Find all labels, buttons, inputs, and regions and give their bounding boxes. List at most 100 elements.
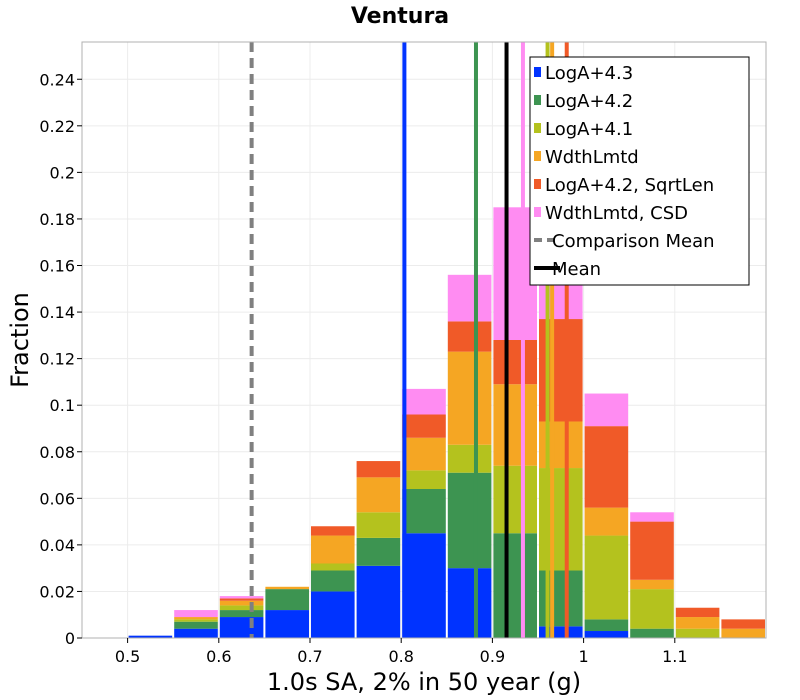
legend-label: LogA+4.2, SqrtLen	[545, 175, 714, 196]
y-tick-label: 0.04	[39, 536, 75, 555]
chart-title: Ventura	[351, 4, 449, 29]
bar-segment	[402, 470, 446, 489]
bar-segment	[356, 477, 401, 513]
y-tick-label: 0.06	[39, 489, 75, 508]
bar-segment	[174, 610, 218, 618]
bar-segment	[447, 351, 492, 445]
bar-segment	[630, 579, 674, 590]
bar-segment	[219, 600, 264, 606]
bar-segment	[447, 321, 492, 352]
bar-segment	[174, 628, 218, 638]
bar-segment	[584, 619, 629, 632]
legend-label: LogA+4.2	[545, 91, 633, 112]
legend-label: WdthLmtd, CSD	[545, 203, 688, 224]
bar-segment	[447, 444, 492, 473]
x-tick-label: 0.7	[297, 647, 322, 666]
bar-segment	[356, 512, 401, 538]
bar-segment	[493, 340, 537, 385]
legend-swatch	[534, 67, 541, 77]
legend-label: Mean	[552, 259, 601, 280]
bar-segment	[584, 631, 629, 638]
bar-segment	[584, 507, 629, 536]
bar-segment	[630, 628, 674, 638]
y-axis-ticks: 0 0.02 0.04 0.06 0.08 0.1 0.12 0.14 0.16 0.18 0.2 0…	[39, 70, 82, 648]
x-tick-label: 0.6	[206, 647, 231, 666]
bar-segment	[402, 388, 446, 415]
bar-segment	[128, 635, 173, 638]
bar-segment	[539, 421, 583, 469]
bar-segment	[447, 274, 492, 322]
bar-segment	[265, 610, 309, 638]
bar-segment	[584, 426, 629, 508]
y-tick-label: 0.12	[39, 350, 75, 369]
legend: LogA+4.3 LogA+4.2 LogA+4.1 WdthLmtd LogA+4.2…	[529, 56, 750, 286]
bar-segment	[584, 535, 629, 620]
bar-segment	[402, 414, 446, 438]
bar-segment	[356, 565, 401, 638]
bar-segment	[265, 586, 309, 590]
x-tick-label: 1	[579, 647, 589, 666]
legend-swatch	[534, 95, 541, 105]
bar-segment	[539, 319, 583, 422]
bar-segment	[721, 619, 765, 629]
legend-label: LogA+4.3	[545, 63, 633, 84]
y-tick-label: 0.18	[39, 210, 75, 229]
legend-swatch	[534, 123, 541, 133]
legend-label: LogA+4.1	[545, 119, 633, 140]
y-tick-label: 0.02	[39, 582, 75, 601]
bar-segment	[493, 533, 537, 638]
bar-segment	[174, 621, 218, 629]
x-tick-label: 1.1	[662, 647, 687, 666]
bar-segment	[630, 589, 674, 629]
y-tick-label: 0.2	[50, 163, 75, 182]
legend-swatch	[534, 151, 541, 161]
bar-segment	[174, 619, 218, 622]
y-tick-label: 0.08	[39, 443, 75, 462]
y-axis-label: Fraction	[6, 292, 34, 388]
bar-segment	[402, 533, 446, 638]
y-tick-label: 0.22	[39, 117, 75, 136]
x-axis-label: 1.0s SA, 2% in 50 year (g)	[267, 668, 581, 696]
bar-segment	[675, 607, 720, 618]
bar-segment	[219, 605, 264, 611]
bar-segment	[539, 570, 583, 627]
bar-segment	[539, 626, 583, 638]
bar-segment	[174, 617, 218, 620]
bar-segment	[219, 596, 264, 599]
legend-box	[529, 56, 750, 286]
bar-segment	[447, 472, 492, 569]
bar-segment	[402, 489, 446, 534]
bar-segment	[219, 617, 264, 638]
bar-segment	[675, 617, 720, 629]
bar-segment	[219, 610, 264, 618]
y-tick-label: 0	[65, 629, 75, 648]
bar-segment	[630, 521, 674, 580]
bar-segment	[675, 628, 720, 638]
x-axis-ticks: 0.5 0.6 0.7 0.8 0.9 1 1.1	[115, 638, 688, 666]
bar-segment	[584, 393, 629, 427]
bar-segment	[311, 535, 355, 564]
bar-segment	[402, 437, 446, 471]
bar-segment	[630, 512, 674, 522]
bar-segment	[311, 570, 355, 592]
y-tick-label: 0.1	[50, 396, 75, 415]
x-tick-label: 0.5	[115, 647, 140, 666]
x-tick-label: 0.9	[480, 647, 505, 666]
bar-segment	[493, 465, 537, 534]
x-tick-label: 0.8	[388, 647, 413, 666]
bar-segment	[539, 468, 583, 571]
bar-segment	[356, 537, 401, 566]
legend-swatch	[534, 179, 541, 189]
plot-frame	[81, 41, 767, 639]
bar-segment	[356, 461, 401, 478]
bar-segment	[219, 598, 264, 601]
bar-segment	[311, 563, 355, 571]
legend-swatch	[534, 207, 541, 217]
y-tick-label: 0.16	[39, 257, 75, 276]
bar-segment	[447, 568, 492, 638]
y-tick-label: 0.14	[39, 303, 75, 322]
bar-segment	[493, 384, 537, 466]
bar-segment	[311, 526, 355, 536]
legend-label: Comparison Mean	[552, 231, 715, 252]
